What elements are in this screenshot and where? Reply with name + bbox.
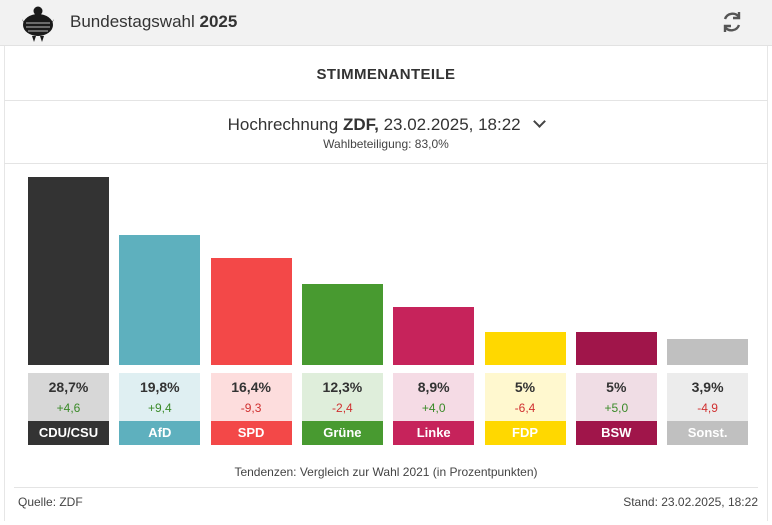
app-title-prefix: Bundestagswahl	[70, 12, 195, 31]
bar[interactable]	[484, 332, 566, 365]
bar[interactable]	[301, 284, 383, 365]
party-label: FDP	[484, 421, 566, 445]
party-label: AfD	[119, 421, 201, 445]
vote-share: 5%	[514, 379, 536, 395]
party-label: CDU/CSU	[28, 421, 109, 445]
vote-change: -4,9	[697, 401, 718, 415]
vote-share: 5%	[606, 379, 627, 395]
value-box: 28,7% +4,6	[28, 373, 109, 421]
vote-share: 16,4%	[231, 379, 271, 395]
party-label: Linke	[393, 421, 475, 445]
vote-share: 28,7%	[48, 379, 89, 395]
bar[interactable]	[119, 235, 201, 365]
vote-change: +4,0	[421, 401, 446, 415]
vote-share: 12,3%	[322, 379, 363, 395]
value-box: 3,9% -4,9	[667, 373, 749, 421]
federal-eagle-icon	[22, 6, 54, 42]
app-title-year: 2025	[199, 12, 238, 31]
section-title: STIMMENANTEILE	[316, 66, 456, 83]
vote-change: +4,6	[56, 401, 81, 415]
vote-change: -6,4	[514, 401, 536, 415]
results-card	[4, 46, 768, 521]
party-label: Sonst.	[667, 421, 749, 445]
vote-share: 3,9%	[691, 379, 724, 395]
bar[interactable]	[667, 339, 749, 365]
projection-datetime: 23.02.2025, 18:22	[383, 115, 521, 134]
bar[interactable]	[575, 332, 657, 365]
party-label: Grüne	[301, 421, 383, 445]
value-box: 12,3% -2,4	[301, 373, 383, 421]
app-title: Bundestagswahl 2025	[70, 12, 237, 32]
vote-change: -2,4	[332, 401, 353, 415]
top-bar: Bundestagswahl 2025	[0, 0, 772, 46]
divider	[4, 163, 768, 164]
refresh-icon[interactable]	[718, 8, 746, 36]
value-box: 5% +5,0	[575, 373, 657, 421]
value-box: 5% -6,4	[484, 373, 566, 421]
turnout: Wahlbeteiligung: 83,0%	[323, 137, 449, 151]
vote-change: +9,4	[147, 401, 172, 415]
party-label: BSW	[575, 421, 657, 445]
projection-selector[interactable]: Hochrechnung ZDF, 23.02.2025, 18:22	[0, 115, 772, 135]
value-box: 16,4% -9,3	[210, 373, 292, 421]
bar[interactable]	[393, 307, 475, 365]
chevron-down-icon[interactable]	[533, 115, 547, 128]
source-label: Quelle: ZDF	[18, 495, 83, 509]
bar[interactable]	[210, 258, 292, 365]
timestamp-label: Stand: 23.02.2025, 18:22	[623, 495, 758, 509]
projection-source: ZDF,	[342, 115, 379, 134]
chart-footnote: Tendenzen: Vergleich zur Wahl 2021 (in P…	[234, 465, 538, 479]
bar[interactable]	[28, 177, 109, 365]
projection-prefix: Hochrechnung	[227, 115, 339, 134]
vote-share: 8,9%	[417, 379, 450, 395]
divider	[4, 100, 768, 101]
value-box: 8,9% +4,0	[393, 373, 475, 421]
divider	[14, 487, 758, 488]
party-label: SPD	[210, 421, 292, 445]
vote-change: -9,3	[240, 401, 262, 415]
vote-share: 19,8%	[139, 379, 180, 395]
value-box: 19,8% +9,4	[119, 373, 201, 421]
vote-change: +5,0	[604, 401, 629, 415]
